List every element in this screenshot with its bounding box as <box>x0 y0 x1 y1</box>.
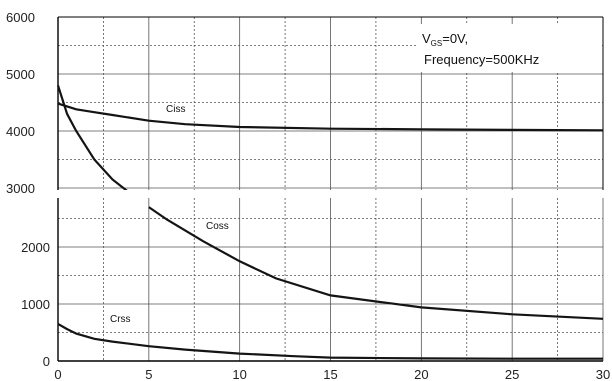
y-tick-label: 1000 <box>21 297 50 312</box>
series-label-coss: Coss <box>206 221 229 232</box>
y-tick-label: 2000 <box>21 240 50 255</box>
annotation-box <box>416 24 600 72</box>
upper-panel: 3000 4000 5000 6000 Ciss <box>6 10 604 196</box>
frequency-label: Frequency=500KHz <box>424 52 539 67</box>
y-tick-label: 5000 <box>6 67 35 82</box>
test-condition-annotation: VGS=0V, Frequency=500KHz <box>422 31 539 67</box>
y-tick-label: 3000 <box>6 181 35 196</box>
x-tick-label: 0 <box>54 367 61 381</box>
lower-panel-bg <box>56 190 612 365</box>
series-label-ciss: Ciss <box>166 104 185 115</box>
series-line-ciss <box>57 102 604 132</box>
x-tick-label: 5 <box>145 367 152 381</box>
series-line-crss <box>57 322 603 360</box>
x-tick-label: 10 <box>232 367 246 381</box>
series-line-coss-lower <box>148 206 604 320</box>
x-tick-label: 30 <box>596 367 610 381</box>
x-tick-label: 25 <box>505 367 519 381</box>
series-line-coss-upper <box>56 85 132 195</box>
series-label-crss: Crss <box>110 314 131 325</box>
vgs-label: VGS=0V, <box>422 31 468 48</box>
y-tick-label: 0 <box>43 354 50 369</box>
y-tick-label: 6000 <box>6 10 35 25</box>
lower-panel: 0 1000 2000 0 5 10 15 20 25 30 Coss Crss <box>21 190 612 381</box>
x-tick-label: 15 <box>323 367 337 381</box>
y-tick-label: 4000 <box>6 124 35 139</box>
x-tick-label: 20 <box>414 367 428 381</box>
